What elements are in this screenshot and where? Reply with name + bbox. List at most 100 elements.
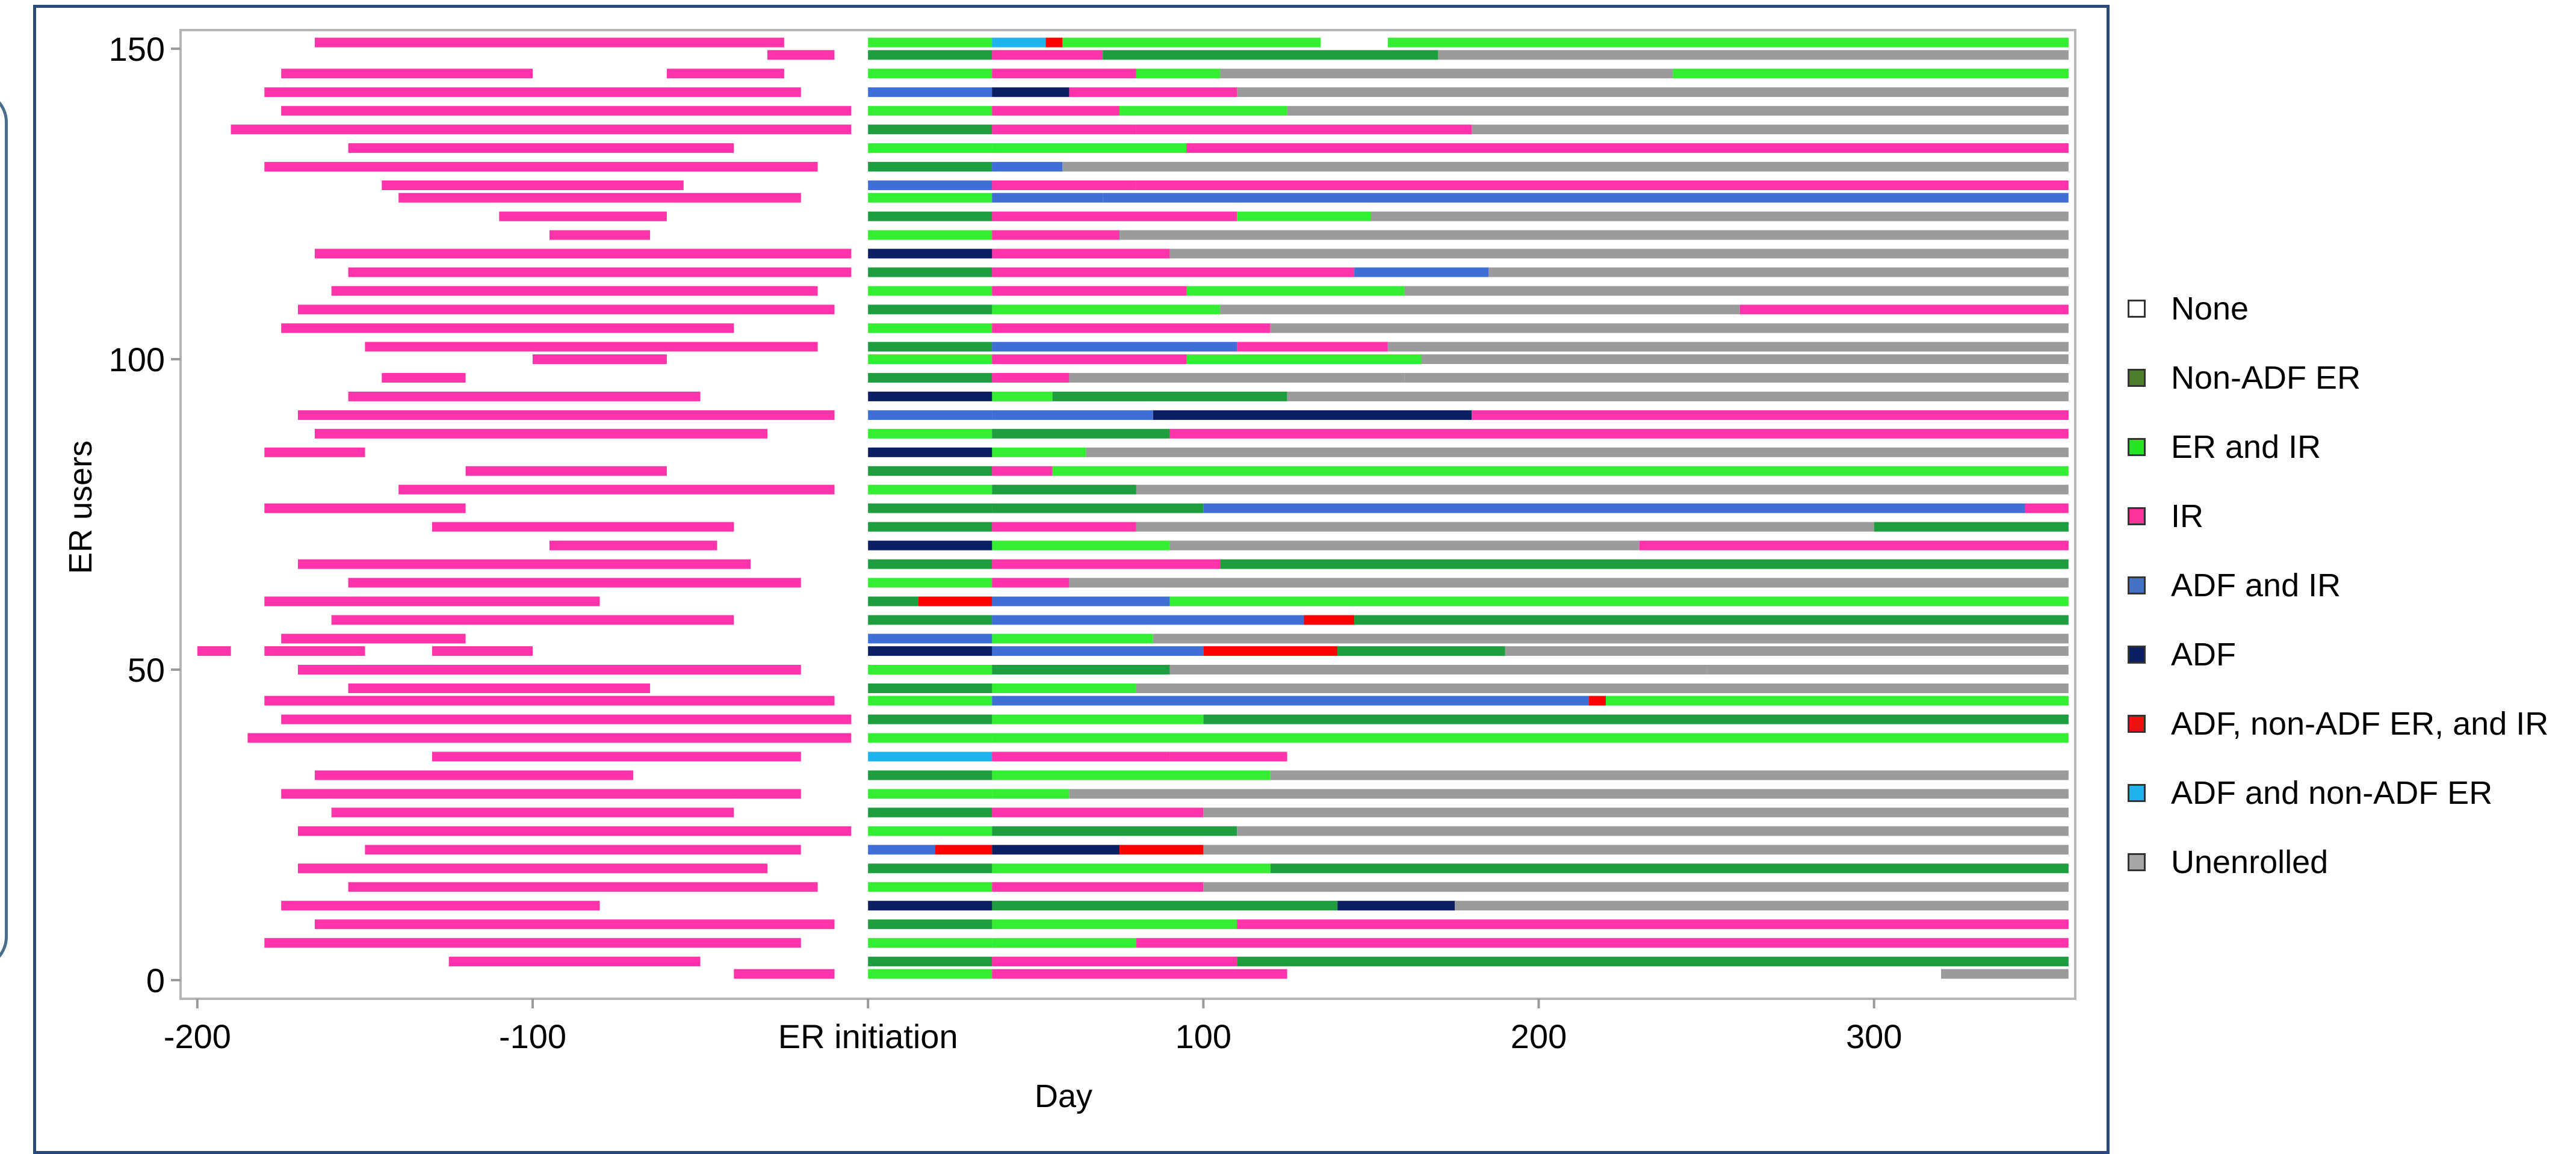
timeline-segment bbox=[868, 447, 992, 457]
timeline-segment bbox=[992, 87, 1070, 97]
legend-label: None bbox=[2171, 290, 2249, 327]
timeline-segment bbox=[992, 50, 1103, 60]
x-tick-label: 200 bbox=[1511, 1017, 1567, 1055]
legend-item-nonadf-er: Non-ADF ER bbox=[2128, 343, 2573, 412]
timeline-segment bbox=[348, 391, 701, 401]
timeline-segment bbox=[666, 69, 784, 79]
legend-label: Non-ADF ER bbox=[2171, 359, 2361, 396]
timeline-segment bbox=[264, 596, 600, 606]
timeline-segment bbox=[868, 143, 992, 153]
timeline-segment bbox=[767, 50, 835, 60]
timeline-segment bbox=[868, 665, 992, 674]
timeline-segment bbox=[868, 696, 992, 706]
timeline-segment bbox=[992, 372, 1070, 383]
timeline-segment bbox=[868, 901, 992, 911]
legend-item-unenrolled: Unenrolled bbox=[2128, 827, 2573, 896]
timeline-segment bbox=[1237, 826, 2069, 836]
timeline-segment bbox=[382, 372, 466, 383]
timeline-segment bbox=[281, 69, 533, 79]
timeline-segment bbox=[868, 559, 992, 569]
timeline-segment bbox=[1337, 646, 1505, 656]
timeline-segment bbox=[868, 634, 992, 644]
timeline-segment bbox=[868, 615, 992, 625]
y-tick-label: 50 bbox=[128, 651, 165, 689]
timeline-segment bbox=[1169, 248, 2069, 259]
timeline-segment bbox=[992, 522, 1136, 532]
x-tick-label: -100 bbox=[499, 1017, 566, 1055]
x-tick-label: 100 bbox=[1175, 1017, 1231, 1055]
timeline-segment bbox=[264, 87, 801, 97]
timeline-segment bbox=[264, 938, 801, 948]
y-tick-label: 100 bbox=[109, 341, 165, 378]
timeline-segment bbox=[1136, 522, 1874, 532]
timeline-segment bbox=[1472, 410, 2069, 420]
y-axis: 0 50 100 150 bbox=[109, 30, 181, 999]
timeline-segment bbox=[868, 646, 992, 656]
timeline-segment bbox=[1404, 286, 2069, 296]
timeline-segment bbox=[992, 286, 1187, 296]
timeline-segment bbox=[868, 372, 992, 383]
timeline-segment bbox=[1186, 143, 2069, 153]
timeline-segment bbox=[1136, 69, 1221, 79]
timeline-segment bbox=[868, 410, 992, 420]
timeline-segment bbox=[1354, 267, 1488, 277]
timeline-segment bbox=[398, 484, 835, 495]
timeline-segment bbox=[992, 919, 1237, 930]
timeline-segment bbox=[247, 733, 852, 743]
timeline-segment bbox=[448, 957, 701, 967]
x-tick-label: ER initiation bbox=[778, 1017, 958, 1055]
legend-label: Unenrolled bbox=[2171, 844, 2329, 880]
timeline-segment bbox=[1153, 634, 2069, 644]
timeline-segment bbox=[1203, 714, 2069, 724]
timeline-segment bbox=[992, 304, 1221, 315]
timeline-segment bbox=[314, 428, 768, 439]
timeline-segment bbox=[868, 596, 918, 606]
timeline-segment bbox=[868, 323, 992, 333]
timeline-segment bbox=[1304, 50, 1438, 60]
timeline-segment bbox=[918, 596, 992, 606]
timeline-segment bbox=[992, 845, 1119, 855]
legend-swatch bbox=[2128, 437, 2146, 456]
timeline-segment bbox=[868, 181, 992, 190]
timeline-segment bbox=[348, 683, 651, 693]
timeline-segment bbox=[1136, 938, 2069, 948]
legend-swatch bbox=[2128, 368, 2146, 387]
timeline-segment bbox=[1052, 391, 1287, 401]
timeline-segment bbox=[1086, 447, 2069, 457]
timeline-segment bbox=[264, 162, 818, 172]
timeline-segment bbox=[868, 826, 992, 836]
timeline-segment bbox=[1706, 665, 2069, 674]
timeline-segment bbox=[868, 969, 992, 979]
timeline-segment bbox=[1045, 37, 1063, 48]
timeline-segment bbox=[1136, 125, 1472, 135]
timeline-segment bbox=[1069, 578, 2069, 588]
timeline-segment bbox=[868, 540, 992, 551]
timeline-segment bbox=[992, 863, 1271, 874]
timeline-segment bbox=[298, 826, 852, 836]
timeline-segment bbox=[264, 503, 466, 513]
timeline-segment bbox=[992, 125, 1136, 135]
timeline-segment bbox=[1220, 304, 1740, 315]
timeline-segment bbox=[992, 143, 1187, 153]
timeline-segment bbox=[868, 789, 992, 799]
timeline-segment bbox=[1203, 646, 1338, 656]
legend-swatch bbox=[2128, 299, 2146, 318]
timeline-segment bbox=[331, 807, 734, 818]
timeline-segment bbox=[868, 354, 992, 364]
timeline-segment bbox=[992, 391, 1053, 401]
timeline-segment bbox=[1270, 323, 2069, 333]
timeline-segment bbox=[499, 211, 667, 221]
timeline-segment bbox=[868, 714, 992, 724]
timeline-segment bbox=[197, 646, 231, 656]
timeline-segment bbox=[398, 193, 801, 203]
timeline-segment bbox=[992, 596, 1170, 606]
timeline-segment bbox=[1237, 957, 2069, 967]
timeline-segment bbox=[992, 969, 1287, 979]
timeline-segment bbox=[1505, 646, 2069, 656]
timeline-segment bbox=[1941, 969, 2069, 979]
x-axis-label: Day bbox=[1035, 1078, 1092, 1114]
timeline-segment bbox=[992, 882, 1204, 892]
timeline-segment bbox=[281, 901, 600, 911]
timeline-segment bbox=[264, 646, 365, 656]
timeline-segment bbox=[298, 863, 767, 874]
